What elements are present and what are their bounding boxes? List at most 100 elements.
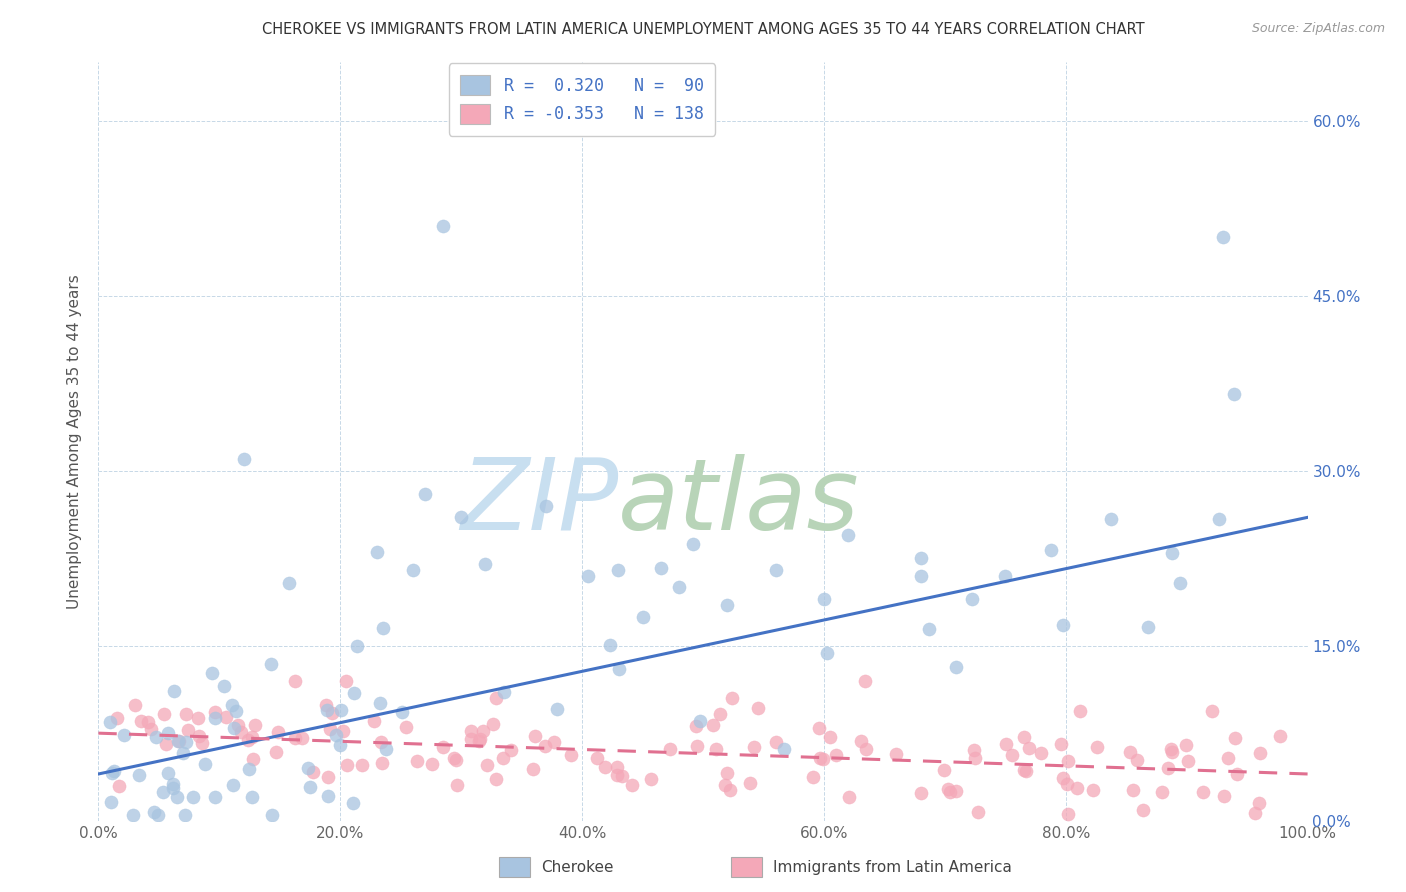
Point [342, 797, 364, 811]
Point [1201, 704, 1223, 718]
Point [910, 568, 932, 582]
Point [444, 753, 467, 767]
Point [240, 790, 263, 805]
Point [181, 790, 204, 805]
Point [152, 785, 174, 799]
Point [229, 725, 252, 739]
Point [266, 725, 288, 739]
Point [1212, 789, 1234, 804]
Point [297, 760, 319, 774]
Point [174, 735, 197, 749]
Point [1268, 729, 1291, 743]
Point [1226, 766, 1249, 780]
Point [1001, 747, 1024, 762]
Point [837, 528, 859, 542]
Point [100, 795, 122, 809]
Point [330, 703, 353, 717]
Point [352, 758, 374, 772]
Point [808, 721, 831, 735]
Point [174, 807, 197, 822]
Point [468, 731, 491, 746]
Point [1223, 731, 1246, 745]
Point [162, 777, 184, 791]
Point [157, 726, 180, 740]
Point [221, 698, 243, 712]
Point [370, 756, 392, 770]
Point [1069, 704, 1091, 718]
Point [204, 790, 226, 805]
Point [1212, 230, 1234, 244]
Point [472, 724, 495, 739]
Point [612, 769, 634, 783]
Point [318, 789, 340, 803]
Point [543, 735, 565, 749]
Point [813, 592, 835, 607]
Point [1174, 739, 1197, 753]
Point [316, 770, 339, 784]
Point [228, 717, 250, 731]
Point [101, 765, 124, 780]
Point [155, 737, 177, 751]
Point [225, 704, 247, 718]
Point [1126, 754, 1149, 768]
Point [640, 772, 662, 786]
Point [201, 666, 224, 681]
Point [499, 743, 522, 757]
Point [172, 746, 194, 760]
Point [811, 751, 834, 765]
Point [1160, 742, 1182, 756]
Point [1122, 782, 1144, 797]
Point [1085, 739, 1108, 754]
Point [141, 722, 163, 736]
Point [1014, 763, 1036, 777]
Point [1132, 803, 1154, 817]
Point [482, 717, 505, 731]
Point [524, 729, 547, 743]
Point [1056, 777, 1078, 791]
Point [849, 734, 872, 748]
Point [1066, 781, 1088, 796]
Point [163, 683, 186, 698]
Point [190, 736, 212, 750]
Point [576, 569, 599, 583]
Point [1050, 738, 1073, 752]
Point [368, 696, 391, 710]
Point [318, 722, 340, 736]
Point [156, 766, 179, 780]
Point [316, 702, 339, 716]
Point [477, 758, 499, 772]
Point [336, 758, 359, 772]
Point [232, 452, 254, 467]
Point [413, 487, 436, 501]
Point [1150, 785, 1173, 799]
Point [174, 707, 197, 722]
Point [704, 742, 727, 756]
Point [238, 762, 260, 776]
Point [716, 765, 738, 780]
Point [491, 751, 513, 765]
Point [742, 739, 765, 754]
Point [212, 679, 235, 693]
Point [122, 807, 145, 822]
Point [136, 714, 159, 729]
Point [329, 738, 352, 752]
Point [855, 742, 877, 756]
Point [960, 592, 983, 607]
Point [965, 751, 987, 765]
Point [395, 720, 418, 734]
Point [1161, 745, 1184, 759]
Point [260, 657, 283, 672]
Point [187, 729, 209, 743]
Point [1018, 740, 1040, 755]
Point [325, 728, 347, 742]
Point [402, 563, 425, 577]
Point [335, 673, 357, 688]
Point [853, 673, 876, 688]
Point [721, 691, 744, 706]
Point [593, 760, 616, 774]
Point [129, 714, 152, 729]
Point [148, 807, 170, 822]
Point [1192, 784, 1215, 798]
Point [621, 778, 644, 792]
Point [98, 715, 121, 730]
